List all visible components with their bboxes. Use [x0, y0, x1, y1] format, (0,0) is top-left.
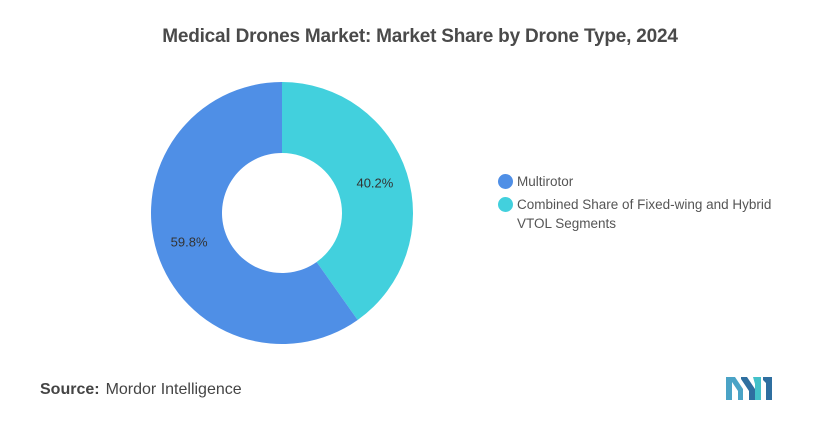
legend-item-fixed-wing-hybrid[interactable]: Combined Share of Fixed-wing and Hybrid … — [498, 195, 798, 233]
legend-swatch-fixed-wing-hybrid — [498, 197, 513, 212]
donut-slice-multirotor[interactable] — [151, 81, 358, 344]
legend-item-multirotor[interactable]: Multirotor — [498, 172, 798, 191]
legend-label-multirotor: Multirotor — [517, 174, 574, 189]
data-label-fixed-wing-hybrid: 40.2% — [356, 175, 393, 190]
chart-title: Medical Drones Market: Market Share by D… — [162, 26, 678, 47]
source-note: Source: Mordor Intelligence — [40, 381, 242, 399]
source-value: Mordor Intelligence — [105, 381, 242, 398]
chart-legend: Multirotor Combined Share of Fixed-wing … — [498, 172, 798, 237]
legend-swatch-multirotor — [498, 174, 513, 189]
donut-slice-fixed-wing-hybrid[interactable] — [282, 82, 413, 320]
data-label-multirotor: 59.8% — [171, 235, 208, 250]
mordor-intelligence-logo-icon — [726, 377, 772, 400]
source-label: Source: — [40, 381, 100, 398]
legend-label-fixed-wing-hybrid: Combined Share of Fixed-wing and Hybrid … — [517, 197, 772, 231]
